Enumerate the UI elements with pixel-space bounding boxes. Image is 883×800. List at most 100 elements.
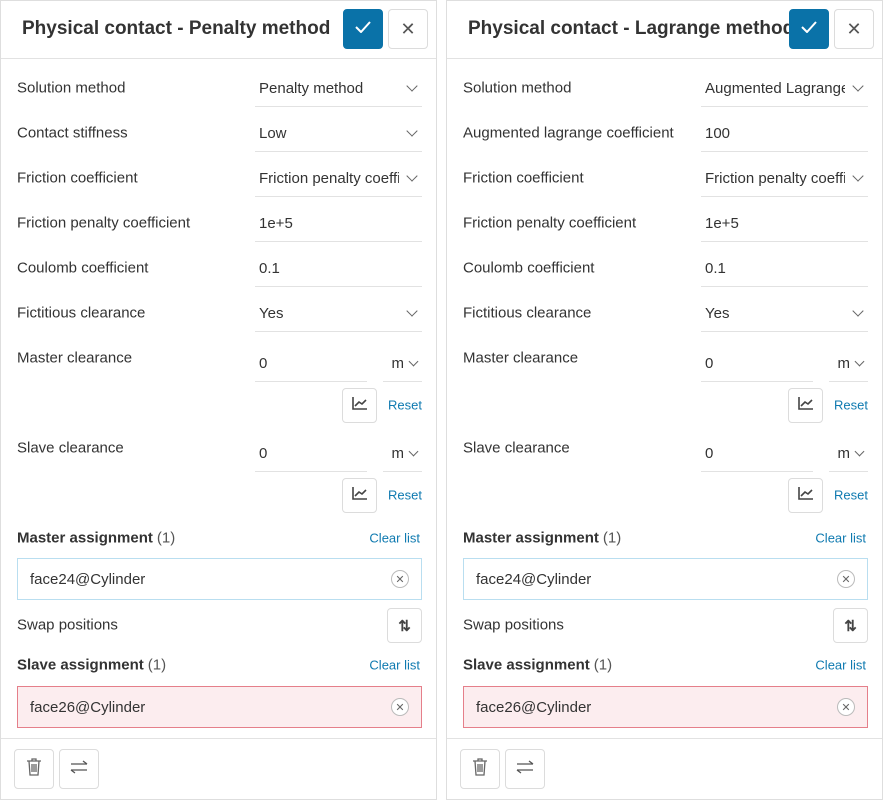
master_clearance-label: Master clearance [463, 349, 579, 367]
swap-horizontal-icon [515, 759, 535, 779]
slave_clearance-input[interactable]: 0 [701, 435, 813, 472]
swap-horizontal-icon [69, 759, 89, 779]
chevron-down-icon [406, 80, 418, 92]
assignment-item: face24@Cylinder [30, 570, 146, 588]
master_assignment-box[interactable]: face24@Cylinder ✕ [463, 558, 868, 600]
field-label: Friction coefficient [17, 169, 138, 187]
clear-list-link[interactable]: Clear list [369, 530, 420, 546]
table-chart-button[interactable] [342, 478, 377, 513]
master_clearance-input[interactable]: 0 [701, 345, 813, 382]
clear-list-link[interactable]: Clear list [815, 657, 866, 673]
chevron-down-icon [406, 170, 418, 182]
switch-button[interactable] [505, 749, 545, 789]
swap-positions-button[interactable]: ⇅ [387, 608, 422, 643]
select-field[interactable]: Penalty method [255, 70, 422, 107]
remove-circle-icon[interactable]: ✕ [837, 698, 855, 716]
master_assignment-box[interactable]: face24@Cylinder ✕ [17, 558, 422, 600]
trash-icon [472, 757, 488, 781]
reset-link[interactable]: Reset [388, 397, 422, 413]
unit-select[interactable]: m [829, 345, 868, 382]
unit-select[interactable]: m [829, 435, 868, 472]
divider [447, 58, 882, 59]
select-field[interactable]: Yes [701, 295, 868, 332]
chevron-down-icon [406, 305, 418, 317]
table-chart-button[interactable] [788, 478, 823, 513]
chart-line-icon [797, 396, 814, 415]
swap-vertical-icon: ⇅ [398, 617, 411, 635]
select-field[interactable]: Augmented Lagrange [701, 70, 868, 107]
remove-circle-icon[interactable]: ✕ [391, 698, 409, 716]
reset-link[interactable]: Reset [834, 487, 868, 503]
swap-vertical-icon: ⇅ [844, 617, 857, 635]
slave_clearance-input[interactable]: 0 [255, 435, 367, 472]
switch-button[interactable] [59, 749, 99, 789]
panel-1: Physical contact - Lagrange method ✕ Sol… [446, 0, 883, 800]
chart-line-icon [351, 396, 368, 415]
field-label: Solution method [17, 79, 126, 97]
slave_clearance-label: Slave clearance [17, 439, 124, 457]
confirm-button[interactable] [789, 9, 829, 49]
panel-0: Physical contact - Penalty method ✕ Solu… [0, 0, 437, 800]
panel-title: Physical contact - Penalty method [22, 18, 331, 39]
chevron-down-icon [854, 356, 865, 366]
slave_assignment-header: Slave assignment (1) [463, 656, 613, 674]
chevron-down-icon [852, 80, 864, 92]
field-label: Fictitious clearance [463, 304, 592, 322]
close-icon: ✕ [846, 18, 862, 39]
check-icon [801, 20, 817, 38]
table-chart-button[interactable] [342, 388, 377, 423]
slave_assignment-header: Slave assignment (1) [17, 656, 167, 674]
input-field[interactable]: 1e+5 [255, 205, 422, 242]
field-label: Coulomb coefficient [17, 259, 149, 277]
master_assignment-header: Master assignment (1) [463, 529, 622, 547]
field-label: Coulomb coefficient [463, 259, 595, 277]
chevron-down-icon [852, 305, 864, 317]
divider [447, 738, 882, 739]
field-label: Augmented lagrange coefficient [463, 124, 674, 142]
delete-button[interactable] [460, 749, 500, 789]
reset-link[interactable]: Reset [834, 397, 868, 413]
clear-list-link[interactable]: Clear list [815, 530, 866, 546]
confirm-button[interactable] [343, 9, 383, 49]
chevron-down-icon [854, 446, 865, 456]
select-field[interactable]: Low [255, 115, 422, 152]
input-field[interactable]: 0.1 [701, 250, 868, 287]
chart-line-icon [797, 486, 814, 505]
divider [1, 738, 436, 739]
field-label: Contact stiffness [17, 124, 128, 142]
slave_assignment-box[interactable]: face26@Cylinder ✕ [463, 686, 868, 728]
master_clearance-label: Master clearance [17, 349, 133, 367]
select-field[interactable]: Friction penalty coefficient [255, 160, 422, 197]
input-field[interactable]: 1e+5 [701, 205, 868, 242]
check-icon [355, 20, 371, 38]
master_clearance-input[interactable]: 0 [255, 345, 367, 382]
field-label: Solution method [463, 79, 572, 97]
unit-select[interactable]: m [383, 435, 422, 472]
remove-circle-icon[interactable]: ✕ [837, 570, 855, 588]
chevron-down-icon [408, 356, 419, 366]
swap-label: Swap positions [17, 616, 118, 634]
input-field[interactable]: 0.1 [255, 250, 422, 287]
close-button[interactable]: ✕ [388, 9, 428, 49]
table-chart-button[interactable] [788, 388, 823, 423]
chevron-down-icon [852, 170, 864, 182]
slave_assignment-box[interactable]: face26@Cylinder ✕ [17, 686, 422, 728]
unit-select[interactable]: m [383, 345, 422, 382]
field-label: Fictitious clearance [17, 304, 146, 322]
close-button[interactable]: ✕ [834, 9, 874, 49]
chart-line-icon [351, 486, 368, 505]
field-label: Friction penalty coefficient [17, 214, 191, 232]
reset-link[interactable]: Reset [388, 487, 422, 503]
assignment-item: face24@Cylinder [476, 570, 592, 588]
clear-list-link[interactable]: Clear list [369, 657, 420, 673]
remove-circle-icon[interactable]: ✕ [391, 570, 409, 588]
input-field[interactable]: 100 [701, 115, 868, 152]
field-label: Friction penalty coefficient [463, 214, 637, 232]
select-field[interactable]: Yes [255, 295, 422, 332]
swap-positions-button[interactable]: ⇅ [833, 608, 868, 643]
divider [1, 58, 436, 59]
select-field[interactable]: Friction penalty coefficient [701, 160, 868, 197]
delete-button[interactable] [14, 749, 54, 789]
assignment-item: face26@Cylinder [476, 698, 592, 716]
master_assignment-header: Master assignment (1) [17, 529, 176, 547]
